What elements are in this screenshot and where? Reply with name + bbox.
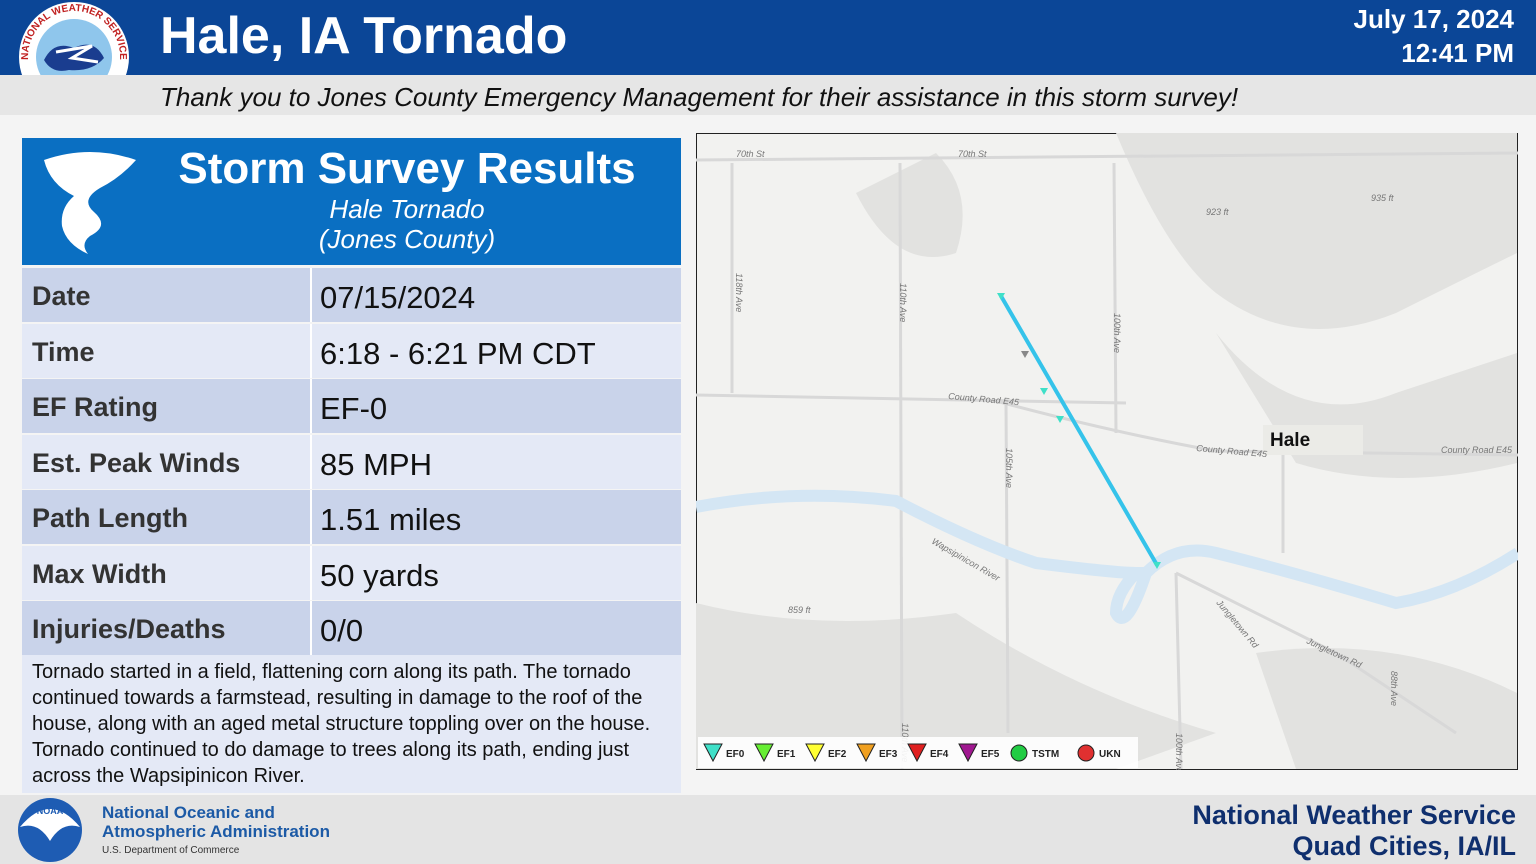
separator bbox=[310, 379, 312, 433]
separator bbox=[310, 434, 312, 489]
header-band bbox=[0, 0, 1536, 75]
map-label: 859 ft bbox=[788, 605, 811, 615]
row-value: 07/15/2024 bbox=[320, 280, 476, 315]
legend-symbol bbox=[805, 743, 825, 763]
department: U.S. Department of Commerce bbox=[102, 845, 240, 856]
table-row: Est. Peak Winds 85 MPH bbox=[22, 434, 681, 489]
legend-label: EF3 bbox=[879, 749, 898, 760]
time: 12:41 PM bbox=[1401, 38, 1514, 68]
separator bbox=[310, 545, 312, 600]
legend-symbol bbox=[958, 743, 978, 763]
legend-label: EF4 bbox=[930, 749, 949, 760]
agency-name: Atmospheric Administration bbox=[102, 822, 330, 841]
separator bbox=[310, 490, 312, 544]
table-row: Date 07/15/2024 bbox=[22, 268, 681, 322]
legend-symbol bbox=[754, 743, 774, 763]
title: Hale, IA Tornado bbox=[160, 7, 568, 65]
legend-label: EF2 bbox=[828, 749, 847, 760]
town-label: Hale bbox=[1270, 430, 1310, 451]
separator bbox=[310, 601, 312, 655]
table-row: Time 6:18 - 6:21 PM CDT bbox=[22, 323, 681, 378]
row-value: 50 yards bbox=[320, 557, 439, 593]
office-name: Quad Cities, IA/IL bbox=[1292, 831, 1516, 861]
map-label: 923 ft bbox=[1206, 207, 1229, 217]
tornado-icon bbox=[44, 152, 136, 254]
map-label: 88th Ave bbox=[1389, 671, 1399, 706]
subtitle: Thank you to Jones County Emergency Mana… bbox=[160, 82, 1239, 112]
map-label: 110th Ave bbox=[898, 283, 908, 322]
map-label: 70th St bbox=[736, 149, 765, 159]
row-label: EF Rating bbox=[32, 392, 158, 422]
row-label: Date bbox=[32, 281, 91, 311]
legend-symbol bbox=[907, 743, 927, 763]
row-label: Time bbox=[32, 336, 95, 367]
map: Hale 70th St 70th St 118th Ave 110th Ave 100… bbox=[696, 133, 1518, 770]
legend-symbol bbox=[856, 743, 876, 763]
map-label: County Road E45 bbox=[1441, 445, 1513, 455]
row-label: Path Length bbox=[32, 503, 188, 533]
map-label: 100th Ave bbox=[1174, 733, 1184, 770]
legend-symbol bbox=[1077, 744, 1095, 762]
agency-name: National Oceanic and bbox=[102, 803, 275, 822]
description: Tornado started in a field, flattening c… bbox=[22, 655, 681, 793]
row-label: Injuries/Deaths bbox=[32, 614, 226, 644]
survey-title: Storm Survey Results bbox=[178, 144, 636, 193]
legend-label: UKN bbox=[1099, 749, 1121, 760]
survey-panel: Storm Survey Results Hale Tornado (Jones… bbox=[22, 138, 681, 795]
row-value: 6:18 - 6:21 PM CDT bbox=[320, 335, 596, 371]
legend-symbol bbox=[1010, 744, 1028, 762]
row-value: 0/0 bbox=[320, 613, 364, 648]
map-label: 70th St bbox=[958, 149, 987, 159]
legend-symbol bbox=[703, 743, 723, 763]
separator bbox=[310, 323, 312, 378]
office-name: National Weather Service bbox=[1192, 800, 1516, 830]
map-label: 105th Ave bbox=[1004, 448, 1014, 488]
legend-label: EF0 bbox=[726, 749, 745, 760]
legend-label: TSTM bbox=[1032, 749, 1059, 760]
map-label: 118th Ave bbox=[734, 273, 744, 312]
subtitle-band bbox=[0, 75, 1536, 115]
map-label: 100th Ave bbox=[1112, 313, 1122, 353]
table-row: Max Width 50 yards bbox=[22, 545, 681, 600]
date: July 17, 2024 bbox=[1353, 4, 1514, 34]
row-value: 85 MPH bbox=[320, 446, 432, 482]
footer bbox=[0, 795, 1536, 864]
noaa-logo: NOAA bbox=[18, 798, 82, 862]
survey-subtitle: Hale Tornado bbox=[329, 194, 485, 224]
legend-label: EF5 bbox=[981, 749, 1000, 760]
row-label: Max Width bbox=[32, 558, 167, 589]
survey-subtitle: (Jones County) bbox=[318, 224, 496, 254]
row-label: Est. Peak Winds bbox=[32, 447, 241, 478]
noaa-logo-text: NOAA bbox=[37, 806, 64, 816]
table-row: Injuries/Deaths 0/0 bbox=[22, 601, 681, 655]
row-value: 1.51 miles bbox=[320, 502, 462, 537]
table-row: Path Length 1.51 miles bbox=[22, 490, 681, 544]
separator bbox=[310, 268, 312, 322]
map-label: 935 ft bbox=[1371, 193, 1394, 203]
table-row: EF Rating EF-0 bbox=[22, 379, 681, 433]
legend-label: EF1 bbox=[777, 749, 796, 760]
row-value: EF-0 bbox=[320, 391, 388, 426]
